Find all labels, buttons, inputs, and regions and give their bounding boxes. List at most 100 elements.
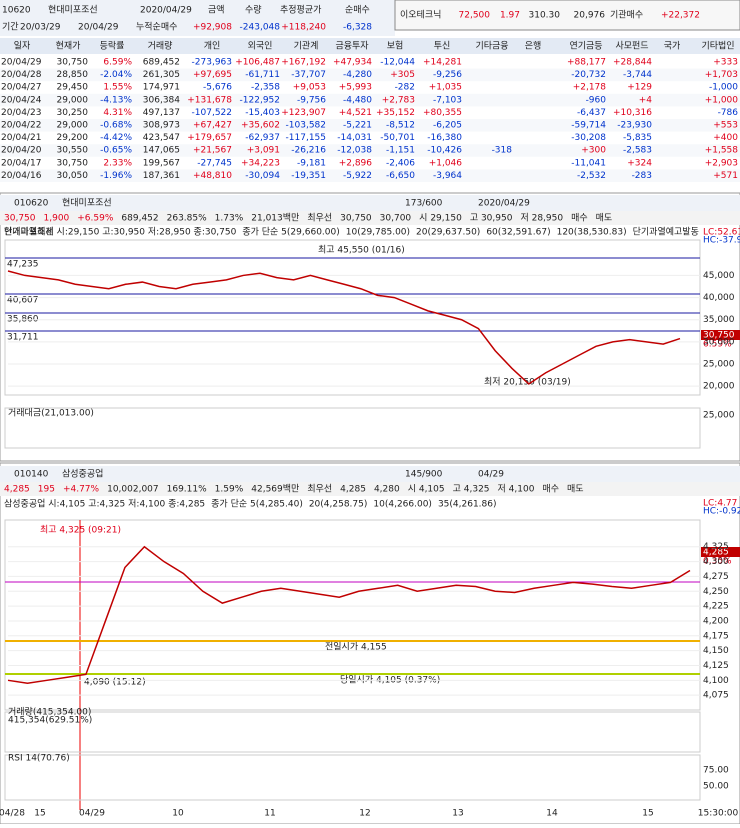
stock-name[interactable]: 현대미포조선 bbox=[48, 5, 98, 16]
y-tick-label: 45,000 bbox=[703, 271, 735, 281]
table-cell: +5,993 bbox=[339, 83, 372, 93]
info-item: 263.85% bbox=[167, 214, 207, 224]
table-cell: -23,930 bbox=[617, 121, 652, 131]
info-item: 최우선 bbox=[307, 213, 332, 224]
stock-name[interactable]: 현대미포조선 bbox=[62, 198, 112, 209]
table-cell: -103,582 bbox=[286, 121, 326, 131]
date[interactable]: 2020/04/29 bbox=[478, 199, 530, 209]
table-cell: -107,522 bbox=[192, 108, 232, 118]
table-cell: -62,937 bbox=[245, 133, 280, 143]
table-cell: 261,305 bbox=[143, 70, 180, 80]
info-item: 매도 bbox=[596, 213, 613, 224]
period-label: 기간 bbox=[2, 22, 19, 33]
table-cell: 2.33% bbox=[103, 158, 132, 168]
info-item: 10,002,007 bbox=[107, 485, 159, 495]
from-date[interactable]: 20/03/29 bbox=[20, 23, 61, 33]
table-cell: -61,711 bbox=[245, 70, 280, 80]
info-item: 시 4,105 bbox=[408, 484, 445, 495]
info-item: 4,285 bbox=[340, 485, 366, 495]
daily-panel: 010620 현대미포조선 2020/04/29 173/600 47,235 … bbox=[0, 192, 740, 462]
column-header: 기관계 bbox=[294, 40, 319, 52]
table-cell: -50,701 bbox=[380, 133, 415, 143]
table-cell: +10,316 bbox=[613, 108, 652, 118]
code[interactable]: 010620 bbox=[14, 199, 49, 209]
info-item: 21,013백만 bbox=[251, 213, 299, 224]
table-cell: -4,280 bbox=[343, 70, 372, 80]
table-cell: -9,756 bbox=[297, 95, 326, 105]
table-cell: +324 bbox=[627, 158, 652, 168]
table-cell: -5,922 bbox=[343, 171, 372, 181]
legend-item: 10(4,266.00) bbox=[373, 500, 432, 510]
table-cell: -19,351 bbox=[291, 171, 326, 181]
rsi-label: RSI 14(70.76) bbox=[8, 754, 70, 764]
table-cell: -1,151 bbox=[386, 146, 415, 156]
table-cell: 147,065 bbox=[143, 146, 180, 156]
table-cell: 30,750 bbox=[57, 158, 89, 168]
info-item: 최우선 bbox=[307, 484, 332, 495]
option[interactable]: 추정평균가 bbox=[280, 5, 321, 16]
table-cell: 20/04/16 bbox=[1, 171, 42, 181]
last-rate: 6.59% bbox=[703, 340, 732, 350]
table-cell: -59,714 bbox=[571, 121, 606, 131]
y-tick-label: 40,000 bbox=[703, 293, 735, 303]
column-header: 기타금융 bbox=[475, 41, 508, 52]
table-cell: 29,450 bbox=[57, 83, 89, 93]
legend-item: 35(4,261.86) bbox=[438, 500, 497, 510]
table-cell: -37,707 bbox=[291, 70, 326, 80]
table-cell: -9,181 bbox=[297, 158, 326, 168]
cumulative: -6,328 bbox=[343, 23, 372, 33]
table-cell: -1.96% bbox=[100, 171, 132, 181]
x-tick-label: 12 bbox=[359, 809, 370, 819]
table-cell: -30,094 bbox=[245, 171, 280, 181]
table-cell: +14,281 bbox=[423, 58, 462, 68]
option[interactable]: 수량 bbox=[245, 4, 262, 16]
column-header: 투신 bbox=[434, 41, 451, 52]
last-price: 30,750 bbox=[703, 331, 735, 341]
info-item: 689,452 bbox=[121, 214, 158, 224]
info-item: 매수 bbox=[571, 213, 588, 224]
date[interactable]: 2020/04/29 bbox=[140, 6, 192, 16]
table-cell: -12,044 bbox=[380, 58, 415, 68]
table-cell: +2,896 bbox=[339, 158, 373, 168]
row-stripe bbox=[0, 144, 740, 157]
table-cell: 29,200 bbox=[57, 133, 89, 143]
table-cell: 187,361 bbox=[143, 171, 180, 181]
table-cell: -11,041 bbox=[571, 158, 606, 168]
option[interactable]: 순매수 bbox=[345, 5, 370, 16]
price-line bbox=[7, 270, 681, 385]
table-cell: -26,216 bbox=[291, 146, 326, 156]
popup-price: 72,500 bbox=[459, 11, 491, 21]
info-item: +4.77% bbox=[63, 485, 100, 495]
table-cell: +80,355 bbox=[423, 108, 462, 118]
prev-open: 전일시가 4,155 bbox=[325, 642, 387, 653]
code[interactable]: 10620 bbox=[2, 6, 31, 16]
x-tick-label: 13 bbox=[452, 809, 463, 819]
y-tick-label: 4,275 bbox=[703, 572, 729, 582]
table-cell: -10,426 bbox=[427, 146, 462, 156]
y-tick-label: 20,000 bbox=[703, 382, 735, 392]
intraday-panel: 010140 삼성중공업 04/29 145/900 최고 4,325 (09:… bbox=[0, 462, 740, 825]
table-cell: +47,934 bbox=[333, 58, 372, 68]
y-tick-label: 4,125 bbox=[703, 661, 729, 671]
table-cell: +4 bbox=[639, 95, 653, 105]
stock-name[interactable]: 삼성중공업 bbox=[62, 469, 103, 480]
level: 40,607 bbox=[7, 296, 39, 306]
table-cell: -3,964 bbox=[433, 171, 462, 181]
table-cell: +97,695 bbox=[193, 70, 232, 80]
table-cell: -2,583 bbox=[623, 146, 652, 156]
date[interactable]: 04/29 bbox=[478, 470, 504, 480]
option[interactable]: 금액 bbox=[208, 4, 225, 16]
y-tick-label: 35,000 bbox=[703, 315, 735, 325]
x-tick-label: 15 bbox=[642, 809, 653, 819]
column-header: 금융투자 bbox=[335, 41, 369, 52]
table-cell: 20/04/20 bbox=[1, 146, 42, 156]
volume-value: 415,354(629.51%) bbox=[8, 716, 92, 726]
table-cell: 20/04/29 bbox=[1, 58, 42, 68]
code[interactable]: 010140 bbox=[14, 470, 49, 480]
info-item: 고 30,950 bbox=[470, 214, 513, 224]
to-date[interactable]: 20/04/29 bbox=[78, 23, 119, 33]
table-cell: -282 bbox=[395, 83, 415, 93]
table-cell: 29,000 bbox=[57, 95, 89, 105]
table-cell: -117,155 bbox=[286, 133, 326, 143]
